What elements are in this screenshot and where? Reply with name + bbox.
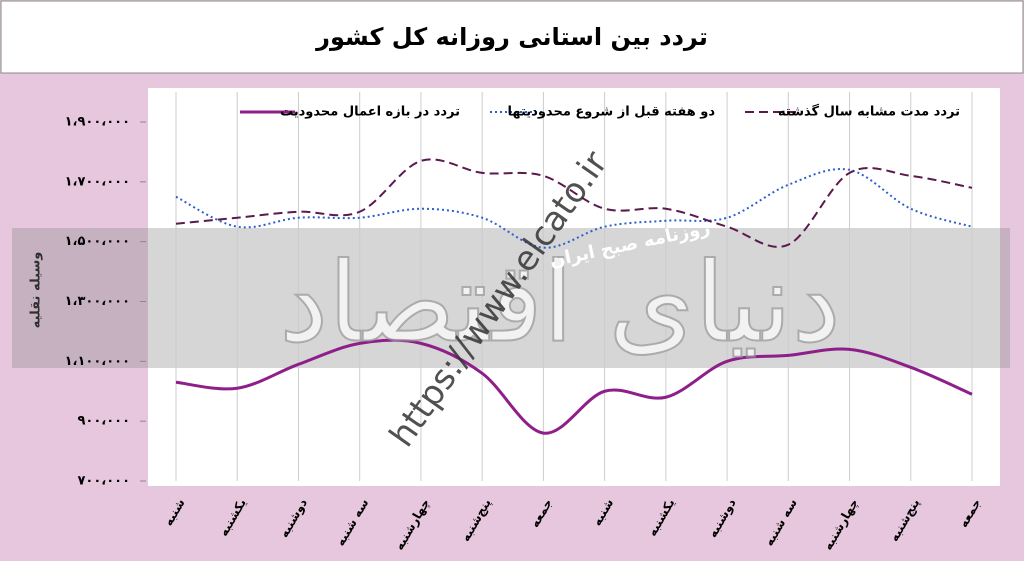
y-tick-label: ۱،۷۰۰،۰۰۰ xyxy=(65,174,130,189)
legend-label: دو هفته قبل از شروع محدودیتها xyxy=(508,105,716,120)
y-tick-label: ۱،۱۰۰،۰۰۰ xyxy=(65,354,130,369)
chart-title: تردد بین استانی روزانه کل کشور xyxy=(315,23,708,51)
y-tick-label: ۱،۵۰۰،۰۰۰ xyxy=(65,234,130,249)
y-tick-label: ۱،۹۰۰،۰۰۰ xyxy=(65,115,130,130)
legend-label: تردد در بازه اعمال محدودیت xyxy=(280,105,460,120)
y-tick-label: ۷۰۰،۰۰۰ xyxy=(77,474,130,489)
y-tick-label: ۱،۳۰۰،۰۰۰ xyxy=(65,294,130,309)
chart: تردد بین استانی روزانه کل کشور وسیله نقل… xyxy=(0,0,1024,561)
y-tick-label: ۹۰۰،۰۰۰ xyxy=(77,414,130,429)
legend-label: تردد مدت مشابه سال گذشته xyxy=(778,104,960,120)
